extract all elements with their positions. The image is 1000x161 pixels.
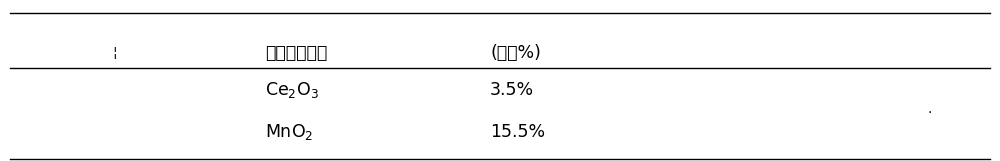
Text: 3.5%: 3.5%: [490, 81, 534, 99]
Text: 15.5%: 15.5%: [490, 123, 545, 141]
Text: 活性催化组份: 活性催化组份: [265, 44, 327, 62]
Text: ¦: ¦: [113, 46, 117, 60]
Text: ·: ·: [928, 106, 932, 120]
Text: MnO$_2$: MnO$_2$: [265, 122, 313, 142]
Text: (重量%): (重量%): [490, 44, 541, 62]
Text: Ce$_2$O$_3$: Ce$_2$O$_3$: [265, 80, 319, 100]
